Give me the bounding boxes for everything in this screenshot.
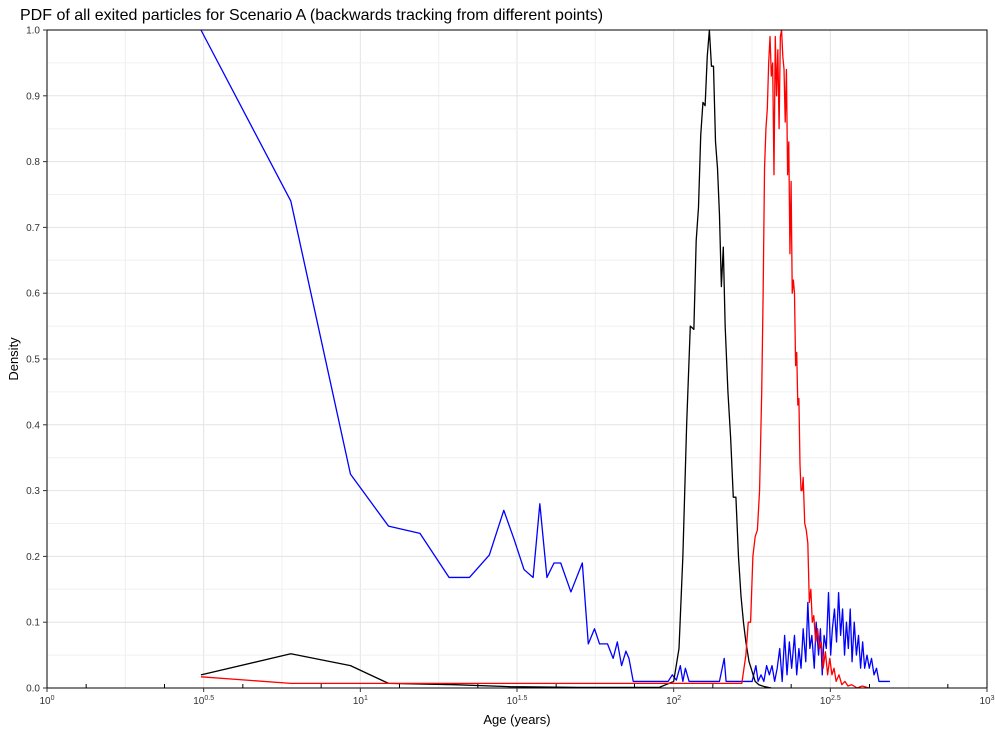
y-tick-label: 0.0 [26,684,40,695]
x-tick-label: 102 [666,695,681,707]
series-line-1 [200,29,890,683]
y-tick-label: 0.6 [26,289,40,300]
x-tick-label: 101 [353,695,368,707]
y-tick-label: 0.2 [26,552,40,563]
y-tick-label: 0.8 [26,157,40,168]
y-tick-label: 0.1 [26,618,40,629]
grid [46,29,988,689]
y-tick-label: 0.9 [26,91,40,102]
series-line-3 [200,29,870,689]
y-tick-label: 1.0 [26,26,40,37]
y-tick-label: 0.4 [26,420,40,431]
x-tick-label: 101.5 [507,695,528,707]
y-axis-title: Density [6,337,21,381]
x-axis-title: Age (years) [483,712,550,727]
y-axis-ticks: 0.0 0.1 0.2 0.3 0.4 0.5 0.6 0.7 0.8 0.9 1.0 [26,26,47,695]
x-tick-label: 100.5 [193,695,214,707]
y-tick-label: 0.5 [26,355,40,366]
chart-title: PDF of all exited particles for Scenario… [20,7,603,24]
y-tick-label: 0.3 [26,486,40,497]
series-line-2 [200,29,772,689]
series-layer [85,29,949,689]
x-axis-ticks: 100 100.5 101 101.5 102 102.5 103 [39,688,995,707]
x-tick-label: 102.5 [820,695,841,707]
x-tick-label: 100 [39,695,54,707]
y-tick-label: 0.7 [26,223,40,234]
x-tick-label: 103 [979,695,994,707]
